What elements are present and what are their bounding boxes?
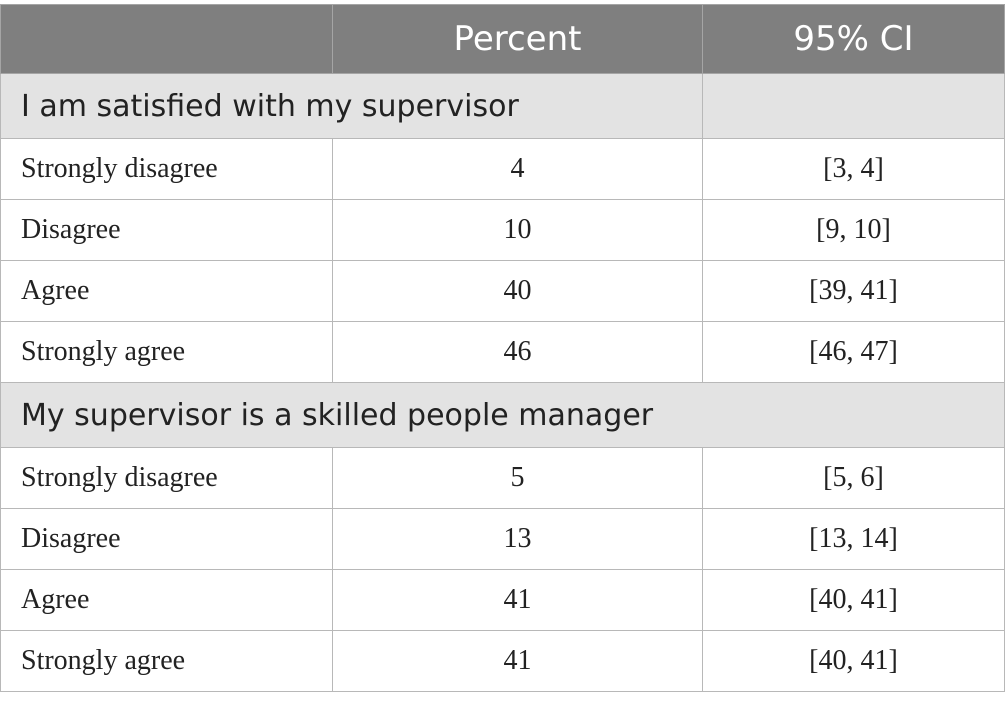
row-label: Agree <box>0 260 333 322</box>
row-percent: 41 <box>332 569 703 631</box>
row-label: Agree <box>0 569 333 631</box>
row-percent: 13 <box>332 508 703 570</box>
table-header-row: Percent 95% CI <box>0 4 1005 74</box>
table-row: Disagree 13 [13, 14] <box>0 508 1005 570</box>
row-label: Strongly agree <box>0 321 333 383</box>
section-header-row: My supervisor is a skilled people manage… <box>0 382 1005 448</box>
row-percent: 5 <box>332 447 703 509</box>
row-percent: 46 <box>332 321 703 383</box>
row-ci: [39, 41] <box>702 260 1005 322</box>
row-label: Strongly disagree <box>0 138 333 200</box>
row-ci: [3, 4] <box>702 138 1005 200</box>
table-row: Agree 40 [39, 41] <box>0 260 1005 322</box>
section-title: My supervisor is a skilled people manage… <box>0 382 1005 448</box>
header-ci: 95% CI <box>702 4 1005 74</box>
table-row: Strongly disagree 5 [5, 6] <box>0 447 1005 509</box>
table-row: Disagree 10 [9, 10] <box>0 199 1005 261</box>
table-row: Agree 41 [40, 41] <box>0 569 1005 631</box>
table-row: Strongly agree 46 [46, 47] <box>0 321 1005 383</box>
row-ci: [5, 6] <box>702 447 1005 509</box>
row-label: Strongly agree <box>0 630 333 692</box>
row-percent: 41 <box>332 630 703 692</box>
row-label: Disagree <box>0 199 333 261</box>
row-ci: [13, 14] <box>702 508 1005 570</box>
table-row: Strongly disagree 4 [3, 4] <box>0 138 1005 200</box>
row-percent: 4 <box>332 138 703 200</box>
section-title: I am satisfied with my supervisor <box>0 73 703 139</box>
row-percent: 40 <box>332 260 703 322</box>
header-percent: Percent <box>332 4 703 74</box>
section-empty-cell <box>702 73 1005 139</box>
table-row: Strongly agree 41 [40, 41] <box>0 630 1005 692</box>
row-ci: [40, 41] <box>702 630 1005 692</box>
row-ci: [46, 47] <box>702 321 1005 383</box>
row-label: Disagree <box>0 508 333 570</box>
row-label: Strongly disagree <box>0 447 333 509</box>
header-blank-cell <box>0 4 333 74</box>
row-ci: [40, 41] <box>702 569 1005 631</box>
row-ci: [9, 10] <box>702 199 1005 261</box>
row-percent: 10 <box>332 199 703 261</box>
results-table: Percent 95% CI I am satisfied with my su… <box>0 4 1005 692</box>
section-header-row: I am satisfied with my supervisor <box>0 73 1005 139</box>
